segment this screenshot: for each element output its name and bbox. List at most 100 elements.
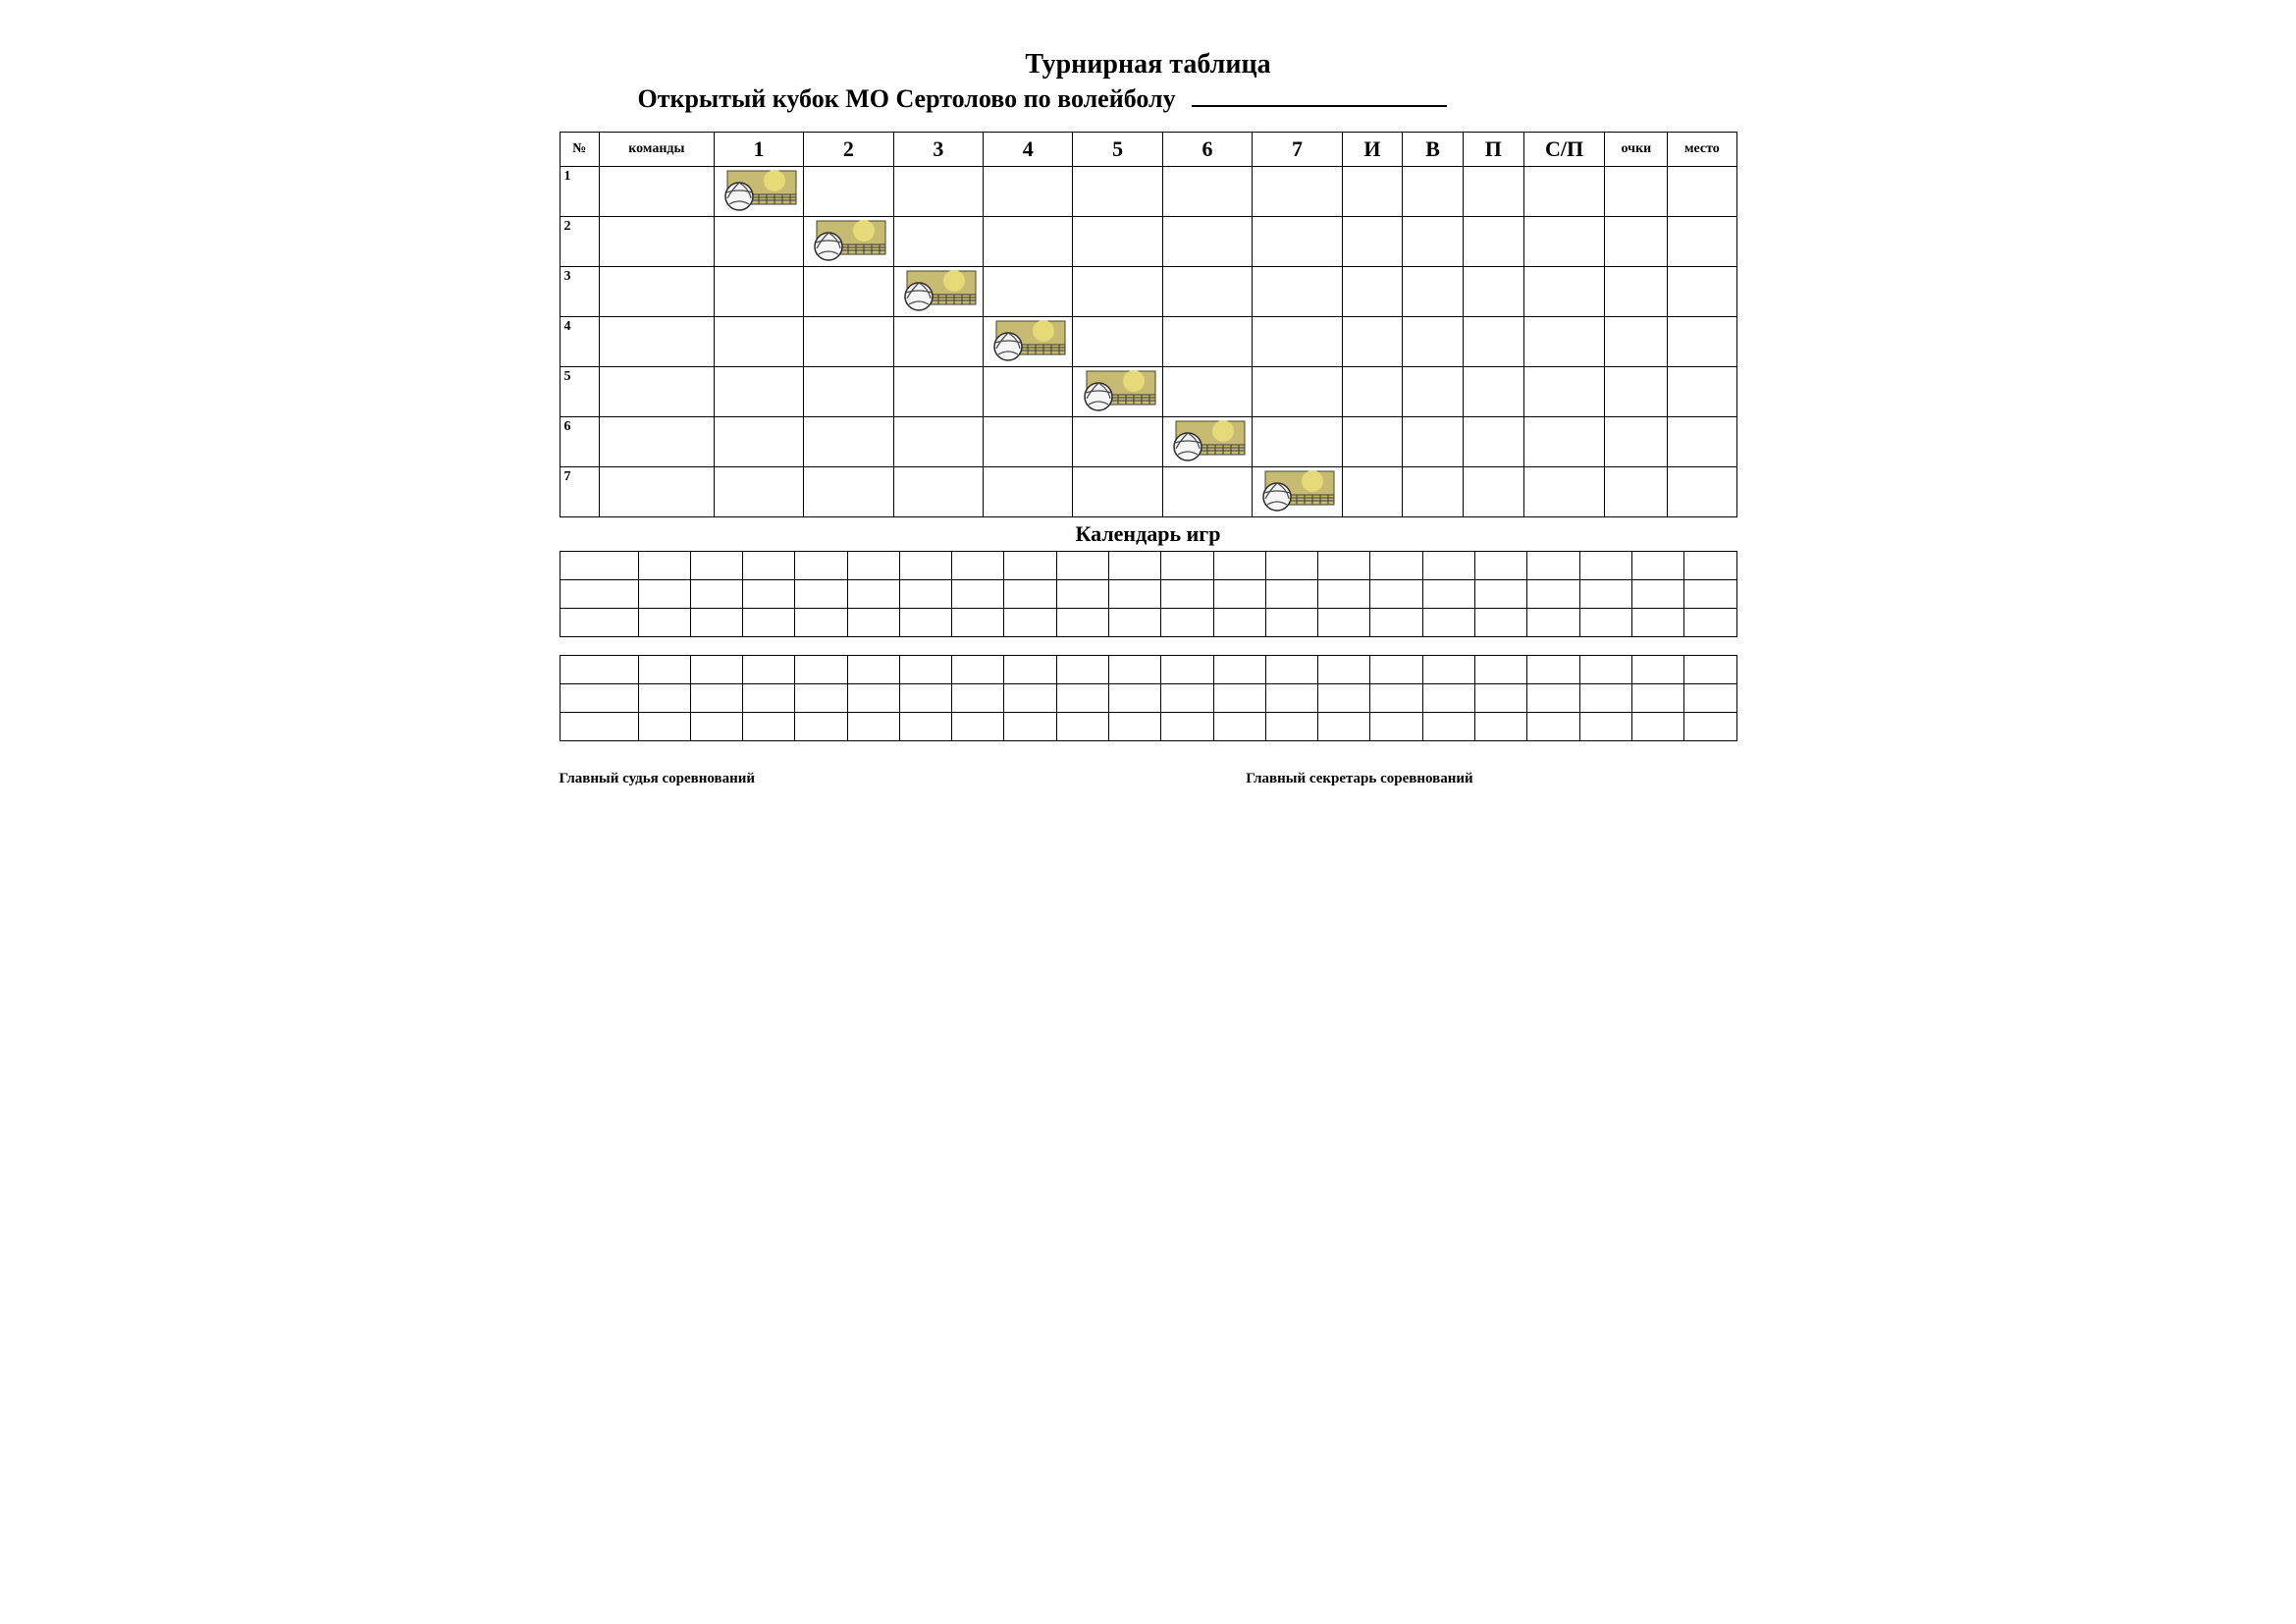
match-cell <box>984 267 1073 317</box>
match-cell <box>1162 317 1252 367</box>
calendar-cell <box>743 713 795 741</box>
points-cell <box>1605 267 1668 317</box>
calendar-cell <box>1579 580 1631 609</box>
col-teams: команды <box>599 133 714 167</box>
match-cell <box>1253 317 1342 367</box>
points-cell <box>1605 167 1668 217</box>
self-match-cell <box>984 317 1073 367</box>
team-name-cell <box>599 467 714 517</box>
games-cell <box>1342 467 1403 517</box>
calendar-cell <box>1370 580 1422 609</box>
calendar-cell <box>1056 713 1108 741</box>
calendar-cell <box>1056 609 1108 637</box>
calendar-cell <box>1370 713 1422 741</box>
match-cell <box>893 217 983 267</box>
col-wins: В <box>1403 133 1464 167</box>
calendar-cell <box>847 552 899 580</box>
calendar-cell <box>1265 552 1317 580</box>
match-cell <box>1162 467 1252 517</box>
match-cell <box>1073 267 1162 317</box>
losses-cell <box>1463 317 1523 367</box>
calendar-row <box>560 552 1736 580</box>
match-cell <box>714 417 803 467</box>
match-cell <box>984 217 1073 267</box>
match-cell <box>1073 417 1162 467</box>
wins-cell <box>1403 267 1464 317</box>
standings-table: № команды 1 2 3 4 5 6 7 И В П С/П очки м… <box>560 132 1737 517</box>
team-name-cell <box>599 417 714 467</box>
page-title: Турнирная таблица <box>560 49 1737 81</box>
match-cell <box>984 367 1073 417</box>
calendar-cell <box>690 713 742 741</box>
row-number: 7 <box>560 467 599 517</box>
calendar-cell <box>1056 580 1108 609</box>
calendar-cell <box>560 580 638 609</box>
match-cell <box>1253 267 1342 317</box>
calendar-cell <box>1631 580 1683 609</box>
calendar-cell <box>1161 684 1213 713</box>
losses-cell <box>1463 467 1523 517</box>
calendar-cell <box>743 609 795 637</box>
place-cell <box>1668 167 1736 217</box>
team-name-cell <box>599 367 714 417</box>
calendar-cell <box>1004 580 1056 609</box>
col-op-3: 3 <box>893 133 983 167</box>
calendar-cell <box>560 609 638 637</box>
row-number: 2 <box>560 217 599 267</box>
calendar-cell <box>1109 684 1161 713</box>
calendar-cell <box>1475 656 1527 684</box>
calendar-cell <box>1527 609 1579 637</box>
calendar-cell <box>847 609 899 637</box>
calendar-cell <box>795 713 847 741</box>
table-row: 5 <box>560 367 1736 417</box>
volleyball-icon <box>720 169 798 214</box>
calendar-cell <box>1004 713 1056 741</box>
wins-cell <box>1403 317 1464 367</box>
calendar-cell <box>847 580 899 609</box>
calendar-cell <box>638 552 690 580</box>
points-cell <box>1605 367 1668 417</box>
calendar-cell <box>1213 609 1265 637</box>
calendar-cell <box>795 684 847 713</box>
team-name-cell <box>599 217 714 267</box>
team-name-cell <box>599 267 714 317</box>
match-cell <box>893 167 983 217</box>
col-op-6: 6 <box>1162 133 1252 167</box>
wins-cell <box>1403 417 1464 467</box>
calendar-cell <box>1579 684 1631 713</box>
col-op-5: 5 <box>1073 133 1162 167</box>
calendar-cell <box>1579 656 1631 684</box>
row-number: 5 <box>560 367 599 417</box>
calendar-cell <box>743 552 795 580</box>
calendar-cell <box>1631 552 1683 580</box>
calendar-cell <box>560 552 638 580</box>
calendar-cell <box>1318 713 1370 741</box>
match-cell <box>714 267 803 317</box>
match-cell <box>714 467 803 517</box>
points-cell <box>1605 217 1668 267</box>
calendar-cell <box>743 656 795 684</box>
calendar-cell <box>1161 656 1213 684</box>
calendar-cell <box>560 656 638 684</box>
signature-judge: Главный судья соревнований <box>560 771 1125 787</box>
calendar-cell <box>1109 656 1161 684</box>
calendar-cell <box>1422 656 1474 684</box>
calendar-cell <box>1422 713 1474 741</box>
calendar-cell <box>1213 684 1265 713</box>
match-cell <box>1162 367 1252 417</box>
calendar-cell <box>1161 713 1213 741</box>
match-cell <box>1073 167 1162 217</box>
calendar-cell <box>690 656 742 684</box>
place-cell <box>1668 267 1736 317</box>
calendar-cell <box>1475 552 1527 580</box>
games-cell <box>1342 167 1403 217</box>
calendar-cell <box>1318 552 1370 580</box>
calendar-cell <box>1631 684 1683 713</box>
standings-thead: № команды 1 2 3 4 5 6 7 И В П С/П очки м… <box>560 133 1736 167</box>
col-op-7: 7 <box>1253 133 1342 167</box>
calendar-cell <box>1265 684 1317 713</box>
match-cell <box>804 267 893 317</box>
match-cell <box>1253 367 1342 417</box>
col-sp: С/П <box>1523 133 1605 167</box>
calendar-cell <box>1318 580 1370 609</box>
